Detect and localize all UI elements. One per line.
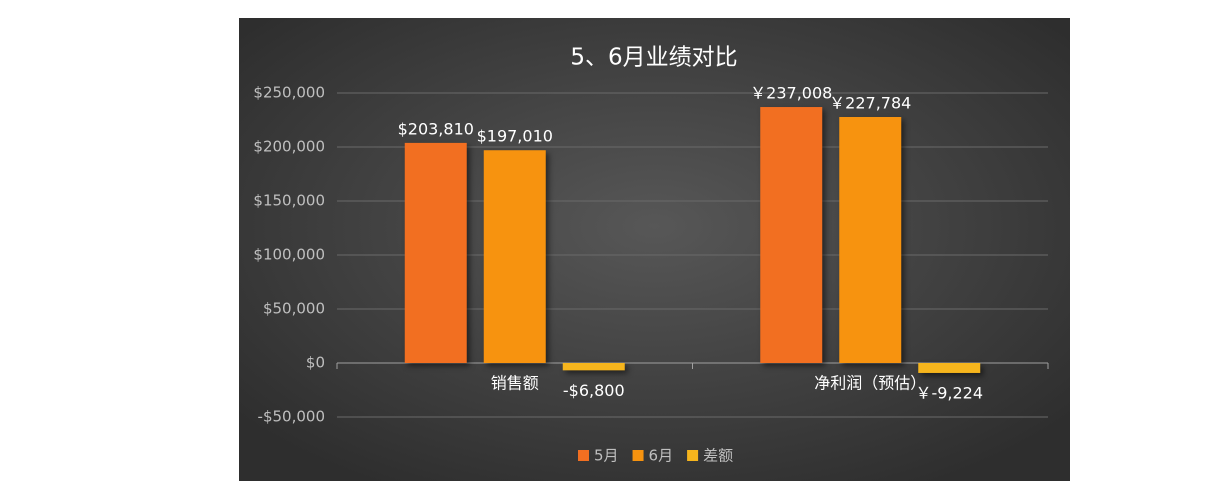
legend-swatch [578,450,589,461]
legend-swatch [687,450,699,461]
x-tick-label: 净利润（预估） [814,374,926,393]
value-label: -$6,800 [563,381,625,400]
legend-label: 6月 [649,447,674,465]
bar [404,142,467,363]
x-tick-label: 销售额 [491,374,539,393]
legend-swatch [632,450,644,461]
bar [483,150,546,363]
chart-area [239,18,1070,481]
y-tick-label: $50,000 [263,300,325,318]
value-label: $197,010 [477,127,553,146]
y-tick-label: $100,000 [253,246,325,264]
y-tick-label: $150,000 [253,192,325,210]
chart-title: 5、6月业绩对比 [570,45,737,71]
y-tick-label: $0 [306,354,325,372]
value-label: ￥-9,224 [915,383,983,402]
legend-label: 差额 [703,447,733,465]
bar [760,107,823,363]
y-tick-label: $200,000 [253,138,325,156]
bar [918,363,981,373]
legend-label: 5月 [594,447,619,465]
value-label: ￥227,784 [829,93,911,112]
value-label: $203,810 [398,119,474,138]
y-tick-label: -$50,000 [258,408,325,426]
bar [839,116,902,363]
y-tick-label: $250,000 [253,84,325,102]
value-label: ￥237,008 [750,84,832,103]
bar [562,363,625,371]
